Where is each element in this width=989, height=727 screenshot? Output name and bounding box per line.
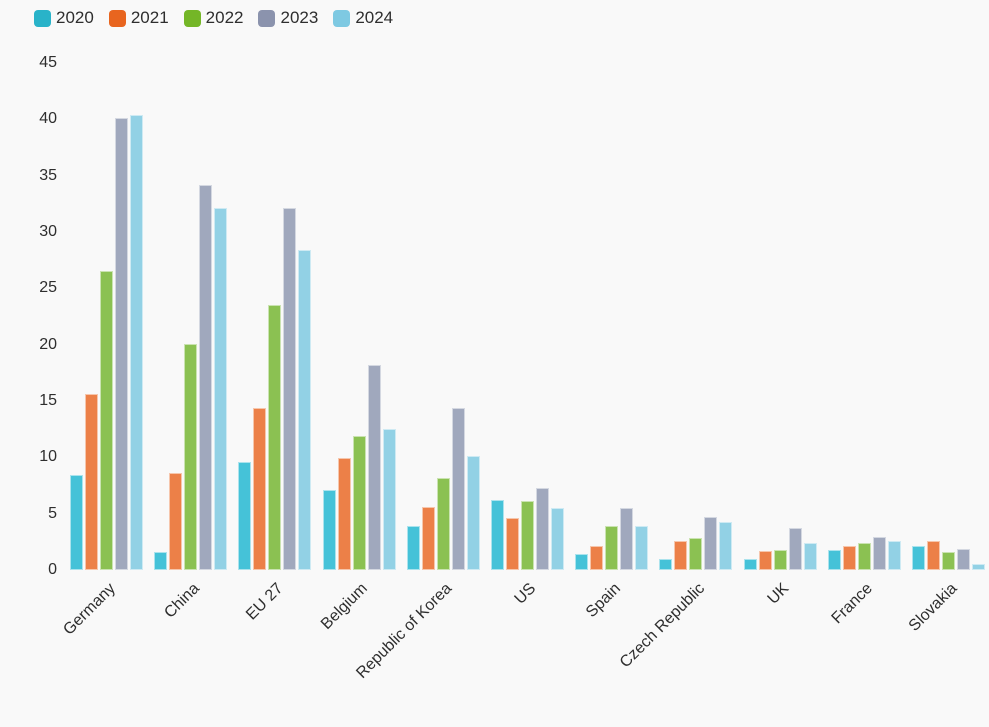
- bar-2022-belgium: [352, 435, 366, 570]
- bar-2024-france: [887, 540, 901, 570]
- legend-swatch-icon: [258, 9, 276, 27]
- bar-2020-czech-republic: [659, 558, 673, 570]
- bar-group-france: France: [827, 63, 901, 627]
- bar-2022-spain: [605, 526, 619, 570]
- bar-2022-slovakia: [941, 551, 955, 570]
- bar-2020-germany: [70, 475, 83, 570]
- bar-2020-republic-of-korea: [406, 526, 420, 570]
- bar-2020-spain: [575, 554, 589, 570]
- legend-label: 2023: [280, 8, 319, 27]
- bar-2023-czech-republic: [704, 517, 718, 570]
- y-tick-label: 45: [39, 54, 57, 71]
- bar-2023-france: [872, 537, 886, 570]
- bar-2022-eu-27: [268, 305, 282, 570]
- bar-2024-slovakia: [971, 564, 985, 570]
- y-tick-label: 15: [39, 392, 57, 409]
- bar-2020-eu-27: [238, 461, 252, 570]
- bar-group-china: China: [154, 63, 228, 622]
- bar-2021-republic-of-korea: [421, 506, 435, 570]
- bar-2020-belgium: [322, 490, 336, 570]
- bar-2021-us: [505, 518, 519, 570]
- bar-2023-belgium: [367, 364, 381, 570]
- bar-group-eu-27: EU 27: [238, 63, 312, 623]
- y-tick-label: 35: [39, 166, 57, 184]
- bar-2022-us: [520, 501, 534, 570]
- bar-2024-republic-of-korea: [466, 456, 480, 570]
- bar-2022-uk: [773, 549, 787, 570]
- legend-swatch-icon: [333, 9, 351, 27]
- bar-2023-slovakia: [956, 548, 970, 570]
- bar-2020-france: [827, 549, 841, 570]
- legend-item-2020[interactable]: 2020: [34, 8, 94, 28]
- bar-2023-uk: [788, 528, 802, 570]
- bar-2023-china: [199, 184, 213, 570]
- plot-area: Germany China EU 27 Belgium Republic of Kore…: [60, 63, 985, 682]
- bar-2021-spain: [590, 546, 604, 570]
- y-tick-label: 20: [39, 335, 57, 353]
- legend-label: 2021: [130, 8, 169, 27]
- legend-swatch-icon: [108, 9, 126, 27]
- bar-2024-china: [214, 208, 228, 570]
- bar-2024-belgium: [382, 429, 396, 570]
- bar-group-spain: Spain: [575, 63, 649, 621]
- bar-group-slovakia: Slovakia: [906, 63, 985, 635]
- bar-2024-us: [550, 508, 564, 570]
- bar-2021-eu-27: [253, 407, 267, 570]
- legend-item-2021[interactable]: 2021: [108, 8, 169, 28]
- bar-2023-us: [535, 487, 549, 570]
- bar-group-uk: UK: [743, 63, 817, 608]
- bar-2022-republic-of-korea: [436, 477, 450, 570]
- bar-2023-republic-of-korea: [451, 407, 465, 570]
- bar-2022-germany: [100, 271, 113, 570]
- legend-label: 2022: [205, 8, 244, 27]
- bar-2022-france: [857, 542, 871, 570]
- legend-item-2022[interactable]: 2022: [183, 8, 244, 28]
- bar-2020-uk: [743, 558, 757, 570]
- bar-2022-china: [184, 343, 198, 570]
- legend-label: 2024: [355, 8, 394, 27]
- bar-2021-belgium: [337, 458, 351, 570]
- bar-2023-spain: [620, 508, 634, 570]
- chart-legend: 2020 2021 2022 2023 2024: [34, 8, 393, 28]
- bar-2023-eu-27: [283, 208, 297, 570]
- y-tick-label: 40: [39, 110, 57, 128]
- bar-2024-germany: [130, 114, 143, 570]
- y-tick-label: 5: [48, 504, 57, 522]
- legend-item-2024[interactable]: 2024: [333, 8, 393, 28]
- bar-2022-czech-republic: [689, 538, 703, 570]
- y-tick-label: 10: [39, 448, 57, 466]
- bar-group-germany: Germany: [60, 63, 143, 639]
- legend-swatch-icon: [34, 9, 51, 27]
- y-tick-label: 0: [48, 561, 57, 578]
- bar-2024-uk: [803, 542, 817, 570]
- bar-2021-germany: [85, 394, 98, 570]
- bar-group-us: US: [490, 63, 564, 608]
- bar-2020-china: [154, 551, 168, 570]
- legend-item-2023[interactable]: 2023: [258, 8, 318, 28]
- bar-group-belgium: Belgium: [318, 63, 396, 633]
- bar-2021-czech-republic: [674, 540, 688, 570]
- bar-2020-slovakia: [911, 546, 925, 570]
- legend-label: 2020: [56, 8, 94, 27]
- y-tick-label: 25: [39, 279, 57, 297]
- legend-swatch-icon: [183, 9, 201, 27]
- bar-2021-slovakia: [926, 540, 940, 570]
- bar-2021-china: [169, 473, 183, 570]
- bar-2021-france: [842, 546, 856, 570]
- bar-2021-uk: [758, 550, 772, 570]
- bar-2023-germany: [115, 118, 128, 570]
- bar-2024-eu-27: [298, 250, 312, 570]
- bar-group-republic-of-korea: Republic of Korea: [353, 63, 480, 682]
- y-tick-label: 30: [39, 223, 57, 240]
- bar-2024-czech-republic: [719, 521, 733, 570]
- bar-2024-spain: [635, 526, 649, 570]
- bar-2020-us: [490, 500, 504, 570]
- bar-group-czech-republic: Czech Republic: [617, 63, 733, 671]
